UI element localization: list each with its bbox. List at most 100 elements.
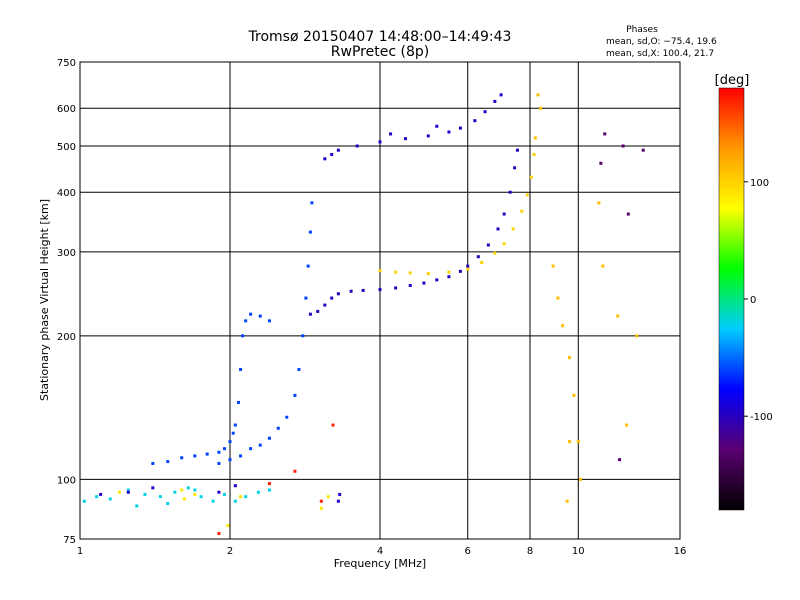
data-point bbox=[378, 269, 382, 273]
data-point bbox=[180, 456, 184, 460]
data-point bbox=[486, 243, 490, 247]
data-point bbox=[166, 460, 170, 464]
data-point bbox=[435, 124, 439, 128]
data-point bbox=[143, 492, 147, 496]
data-point bbox=[239, 367, 243, 371]
data-point bbox=[217, 461, 221, 465]
data-point bbox=[233, 423, 237, 427]
data-point bbox=[336, 499, 340, 503]
data-point bbox=[394, 270, 398, 274]
data-point bbox=[126, 488, 130, 492]
data-point bbox=[635, 334, 639, 338]
data-point bbox=[166, 502, 170, 506]
phase-info-o-mode: mean, sd,O: −75.4, 19.6 bbox=[606, 37, 717, 47]
data-point bbox=[565, 499, 569, 503]
phase-info-x-mode: mean, sd,X: 100.4, 21.7 bbox=[606, 49, 714, 59]
data-point bbox=[435, 278, 439, 282]
colorbar-tick-label: 100 bbox=[750, 178, 769, 189]
y-tick-label: 300 bbox=[57, 248, 76, 259]
data-point bbox=[394, 286, 398, 290]
data-point bbox=[511, 227, 515, 231]
data-point bbox=[223, 492, 227, 496]
data-point bbox=[355, 144, 359, 148]
x-tick-label: 4 bbox=[377, 546, 383, 557]
y-tick-label: 500 bbox=[57, 142, 76, 153]
data-point bbox=[625, 423, 629, 427]
data-point bbox=[447, 270, 451, 274]
data-point bbox=[308, 312, 312, 316]
data-series bbox=[323, 93, 503, 161]
x-tick-label: 10 bbox=[572, 546, 585, 557]
data-point bbox=[403, 137, 407, 141]
colorbar-tick-label: 0 bbox=[750, 295, 756, 306]
data-point bbox=[239, 495, 243, 499]
data-series bbox=[117, 488, 330, 528]
data-point bbox=[151, 486, 155, 490]
x-axis-ticks: 1 2 4 6 8 10 16 bbox=[77, 546, 687, 557]
data-point bbox=[82, 499, 86, 503]
x-tick-label: 2 bbox=[227, 546, 233, 557]
data-point bbox=[349, 289, 353, 293]
data-point bbox=[199, 495, 203, 499]
data-point bbox=[135, 504, 139, 508]
colorbar-label: [deg] bbox=[715, 73, 750, 88]
data-point bbox=[338, 492, 342, 496]
data-point bbox=[576, 440, 580, 444]
data-point bbox=[226, 524, 230, 528]
data-point bbox=[180, 488, 184, 492]
data-point bbox=[151, 461, 155, 465]
data-point bbox=[483, 110, 487, 114]
data-point bbox=[256, 490, 260, 494]
x-axis-label: Frequency [MHz] bbox=[334, 557, 426, 570]
chart-title: Tromsø 20150407 14:48:00–14:49:43 bbox=[248, 29, 512, 45]
data-point bbox=[326, 495, 330, 499]
x-tick-label: 16 bbox=[674, 546, 687, 557]
data-point bbox=[173, 490, 177, 494]
data-point bbox=[618, 458, 622, 462]
data-point bbox=[466, 267, 470, 271]
data-point bbox=[193, 454, 197, 458]
data-point bbox=[626, 212, 630, 216]
data-point bbox=[336, 148, 340, 152]
data-point bbox=[267, 436, 271, 440]
data-point bbox=[378, 140, 382, 144]
data-point bbox=[108, 497, 112, 501]
data-point bbox=[447, 275, 451, 279]
data-point bbox=[520, 209, 524, 213]
data-point bbox=[529, 175, 533, 179]
data-point bbox=[244, 495, 248, 499]
data-point bbox=[217, 532, 221, 536]
data-point bbox=[276, 426, 280, 430]
data-point bbox=[578, 477, 582, 481]
data-point bbox=[316, 309, 320, 313]
data-point bbox=[480, 260, 484, 264]
colorbar bbox=[718, 87, 745, 511]
data-point bbox=[99, 492, 103, 496]
data-point bbox=[258, 314, 262, 318]
data-point bbox=[239, 454, 243, 458]
data-point bbox=[599, 161, 603, 165]
x-tick-label: 1 bbox=[77, 546, 83, 557]
data-series bbox=[151, 312, 271, 465]
data-point bbox=[310, 201, 314, 205]
data-point bbox=[319, 499, 323, 503]
data-point bbox=[422, 281, 426, 285]
y-tick-label: 750 bbox=[57, 58, 76, 69]
data-point bbox=[258, 443, 262, 447]
data-point bbox=[267, 488, 271, 492]
data-point bbox=[493, 99, 497, 103]
y-axis-ticks: 75 100 200 300 400 500 600 750 bbox=[57, 58, 76, 546]
data-point bbox=[551, 264, 555, 268]
data-point bbox=[249, 312, 253, 316]
data-series bbox=[308, 148, 519, 316]
data-point bbox=[228, 440, 232, 444]
data-point bbox=[532, 152, 536, 156]
data-point bbox=[389, 132, 393, 136]
data-point bbox=[408, 283, 412, 287]
data-point bbox=[205, 452, 209, 456]
data-point bbox=[603, 132, 607, 136]
data-point bbox=[493, 251, 497, 255]
data-point bbox=[217, 490, 221, 494]
data-point bbox=[267, 319, 271, 323]
